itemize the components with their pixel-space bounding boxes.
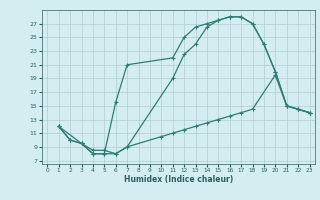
X-axis label: Humidex (Indice chaleur): Humidex (Indice chaleur) xyxy=(124,175,233,184)
